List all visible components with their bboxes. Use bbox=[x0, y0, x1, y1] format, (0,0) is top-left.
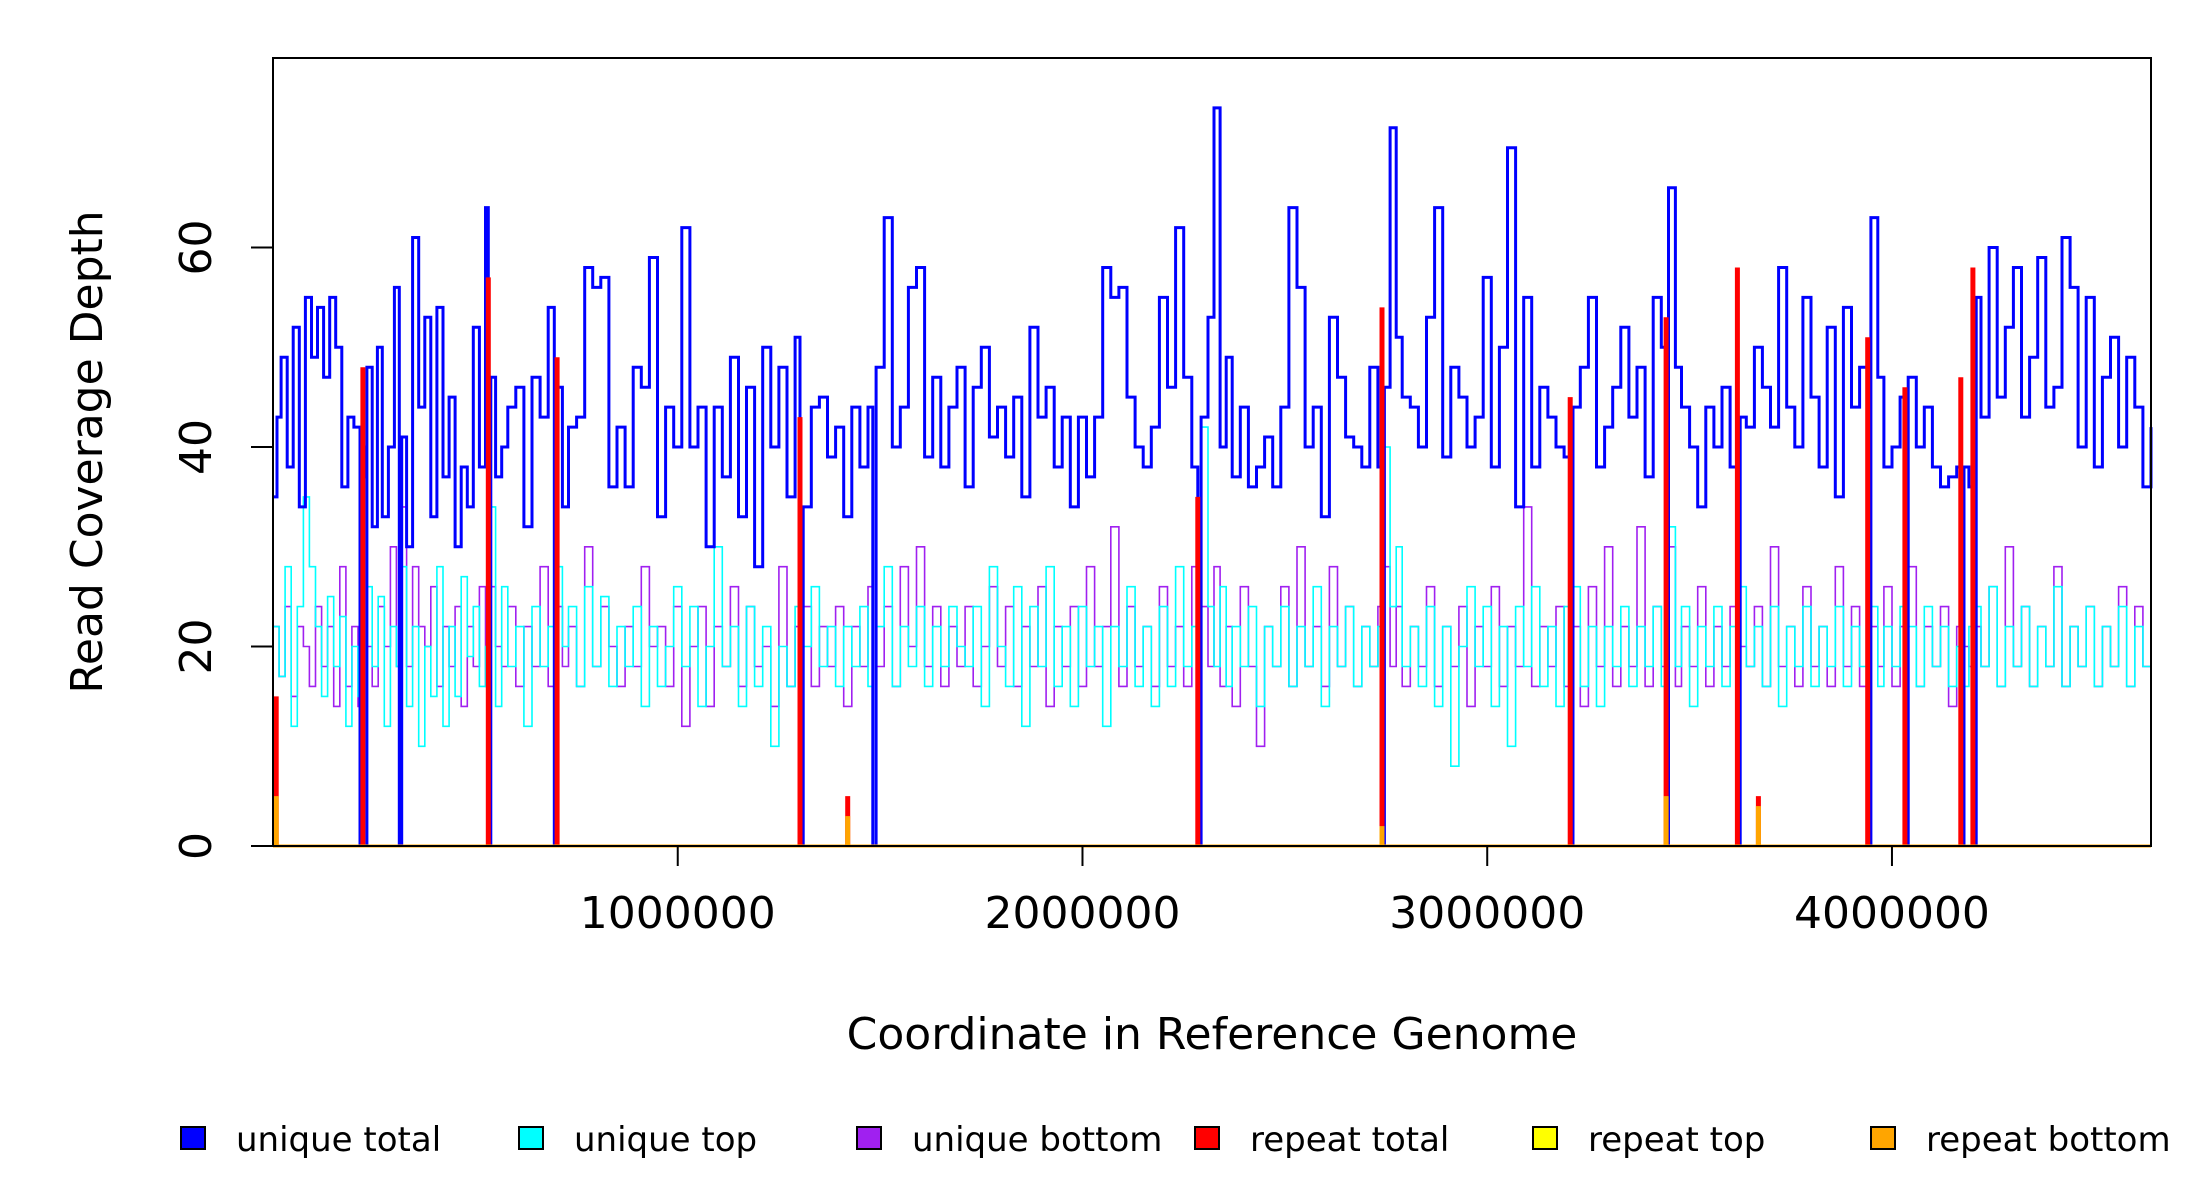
legend-swatch-repeat-bottom bbox=[1870, 1126, 1896, 1150]
x-tick-label-3: 4000000 bbox=[1794, 888, 1990, 939]
y-tick-label-2: 40 bbox=[171, 419, 222, 475]
legend: unique total unique top unique bottom repea… bbox=[180, 1120, 2171, 1160]
series-line-unique-top bbox=[273, 426, 2152, 847]
series-line-unique-bottom bbox=[273, 506, 2152, 847]
series-line-unique-total bbox=[273, 106, 2153, 848]
legend-label-repeat-top: repeat top bbox=[1588, 1120, 1765, 1160]
y-axis-title: Read Coverage Depth bbox=[62, 210, 113, 693]
legend-swatch-repeat-top bbox=[1532, 1126, 1558, 1150]
x-axis-title: Coordinate in Reference Genome bbox=[847, 1009, 1578, 1060]
legend-swatch-unique-top bbox=[518, 1126, 544, 1150]
y-tick-label-1: 20 bbox=[171, 619, 222, 675]
x-axis: 1000000 2000000 3000000 4000000 bbox=[580, 846, 1990, 939]
legend-label-repeat-total: repeat total bbox=[1250, 1120, 1449, 1160]
legend-label-repeat-bottom: repeat bottom bbox=[1926, 1120, 2171, 1160]
x-tick-label-2: 3000000 bbox=[1389, 888, 1585, 939]
legend-swatch-unique-total bbox=[180, 1126, 206, 1150]
legend-swatch-unique-bottom bbox=[856, 1126, 882, 1150]
y-tick-label-3: 60 bbox=[171, 220, 222, 276]
y-tick-label-0: 0 bbox=[171, 832, 222, 860]
plot-frame bbox=[272, 57, 2152, 847]
legend-label-unique-total: unique total bbox=[236, 1120, 441, 1160]
y-axis: 0 20 40 60 bbox=[171, 220, 273, 860]
x-tick-label-0: 1000000 bbox=[580, 888, 776, 939]
legend-swatch-repeat-total bbox=[1194, 1126, 1220, 1150]
x-tick-label-1: 2000000 bbox=[984, 888, 1180, 939]
legend-label-unique-top: unique top bbox=[574, 1120, 757, 1160]
legend-label-unique-bottom: unique bottom bbox=[912, 1120, 1162, 1160]
series-layer bbox=[273, 106, 2153, 848]
